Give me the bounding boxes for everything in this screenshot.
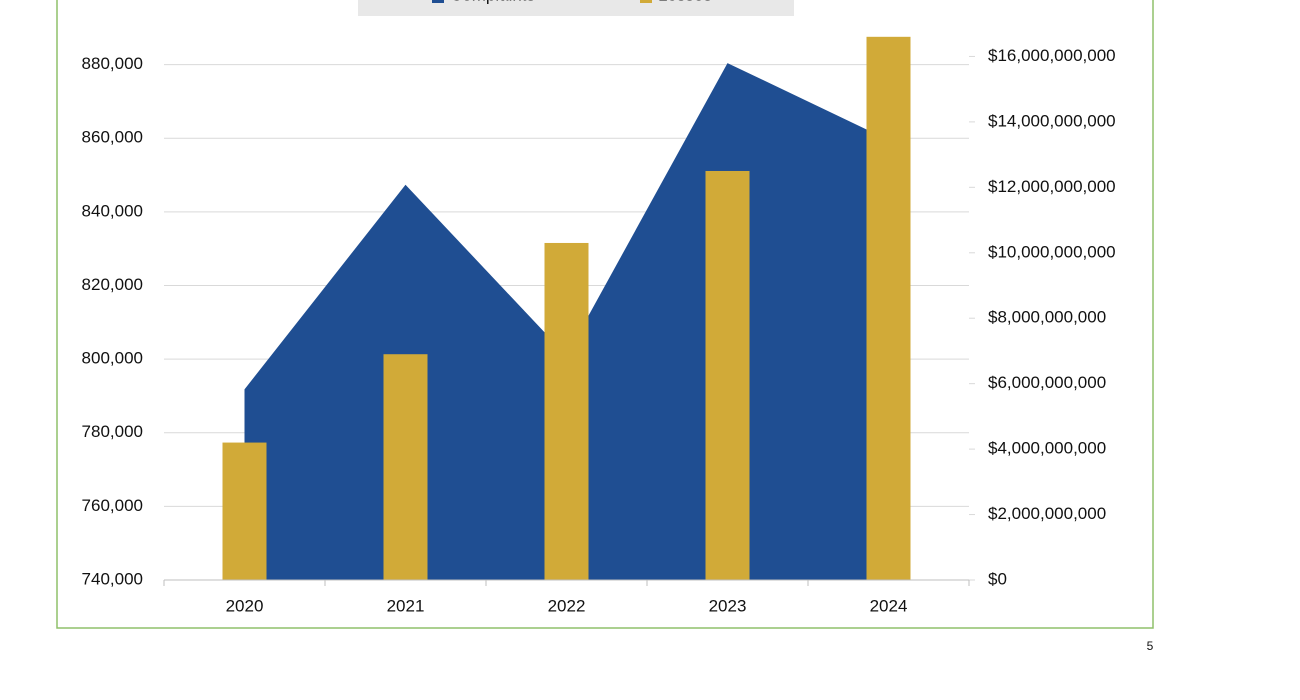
y2-tick-label: $12,000,000,000	[988, 177, 1116, 196]
y2-tick-label: $8,000,000,000	[988, 308, 1106, 327]
legend-swatch	[640, 0, 652, 3]
y2-tick-label: $6,000,000,000	[988, 373, 1106, 392]
y-tick-label: 780,000	[82, 422, 143, 441]
y2-tick-label: $0	[988, 569, 1007, 588]
y2-tick-label: $4,000,000,000	[988, 439, 1106, 458]
x-tick-label: 2022	[548, 596, 586, 615]
y2-tick-label: $16,000,000,000	[988, 46, 1116, 65]
legend-swatch	[432, 0, 444, 3]
y-tick-label: 860,000	[82, 128, 143, 147]
y-tick-label: 800,000	[82, 349, 143, 368]
legend-box	[358, 0, 794, 16]
legend-label: Complaints	[450, 0, 535, 4]
x-tick-label: 2024	[870, 596, 908, 615]
bar	[866, 36, 911, 581]
x-tick-label: 2023	[709, 596, 747, 615]
y-tick-label: 880,000	[82, 54, 143, 73]
y2-tick-label: $2,000,000,000	[988, 504, 1106, 523]
y-tick-label: 820,000	[82, 275, 143, 294]
bar	[222, 442, 267, 580]
y2-tick-label: $14,000,000,000	[988, 111, 1116, 130]
bar	[544, 242, 589, 580]
y-tick-label: 740,000	[82, 569, 143, 588]
page-number: 5	[1147, 639, 1154, 653]
y-tick-label: 760,000	[82, 496, 143, 515]
x-tick-label: 2021	[387, 596, 425, 615]
legend-label: Losses	[658, 0, 712, 4]
y-tick-label: 840,000	[82, 201, 143, 220]
bar	[383, 354, 428, 580]
bar	[705, 170, 750, 580]
chart-frame	[56, 0, 1154, 629]
x-tick-label: 2020	[226, 596, 264, 615]
y2-tick-label: $10,000,000,000	[988, 242, 1116, 261]
legend: Complaints Losses	[358, 0, 794, 16]
